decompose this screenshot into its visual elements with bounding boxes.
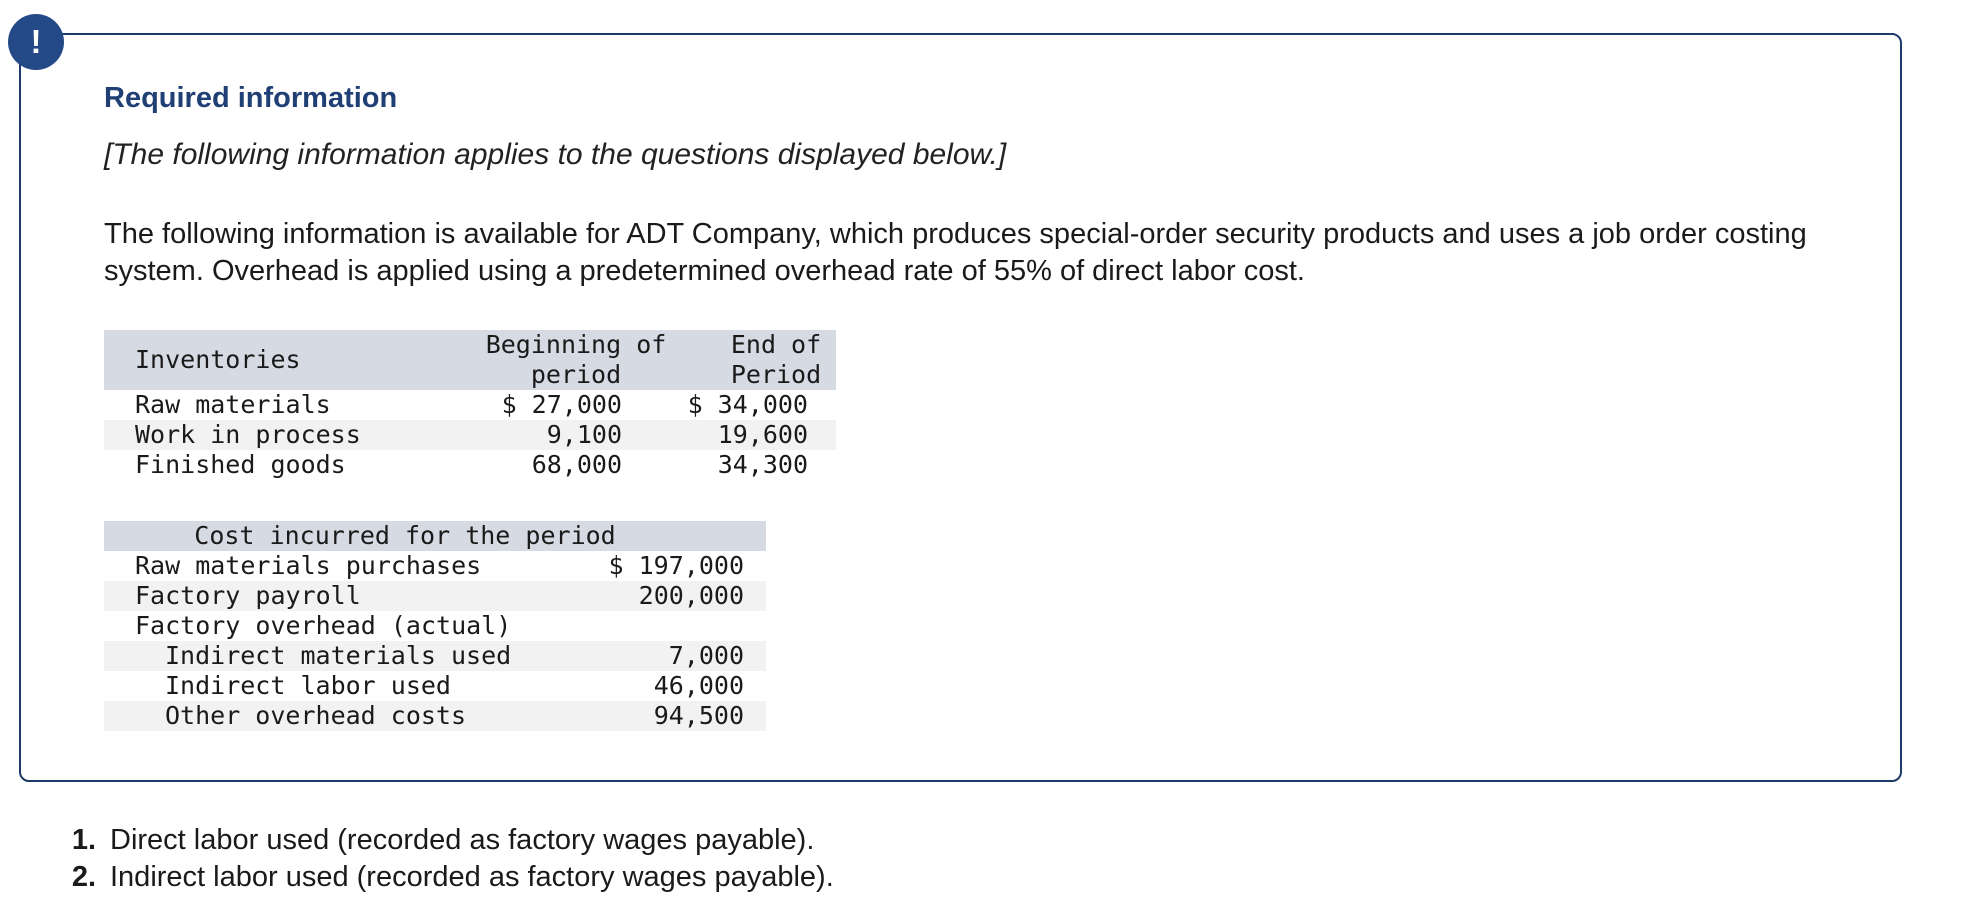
table-row: Factory overhead (actual) xyxy=(104,611,766,641)
table-row: Other overhead costs 94,500 xyxy=(104,701,766,731)
table-row: Raw materials purchases $ 197,000 xyxy=(104,551,766,581)
row-label: Finished goods xyxy=(135,450,346,479)
inventories-header-label: Inventories xyxy=(135,345,301,374)
table-row: Work in process 9,100 19,600 xyxy=(104,420,836,450)
end-header-line1: End of xyxy=(730,330,822,359)
table-row: Factory payroll 200,000 xyxy=(104,581,766,611)
row-label: Factory overhead (actual) xyxy=(135,611,512,640)
cost-value: 46,000 xyxy=(653,671,744,700)
question-text: Indirect labor used (recorded as factory… xyxy=(110,861,834,893)
row-label: Raw materials purchases xyxy=(135,551,482,580)
row-label: Work in process xyxy=(135,420,361,449)
alert-glyph: ! xyxy=(30,23,42,60)
end-value: 34,300 xyxy=(717,450,808,479)
beginning-header-line1: Beginning of xyxy=(485,330,667,359)
table-row: Indirect materials used 7,000 xyxy=(104,641,766,671)
table-row: Indirect labor used 46,000 xyxy=(104,671,766,701)
required-info-box xyxy=(19,33,1902,782)
beginning-header-line2: period xyxy=(530,360,622,389)
row-label: Other overhead costs xyxy=(165,701,467,730)
question-text: Direct labor used (recorded as factory w… xyxy=(110,824,815,856)
list-item: 1. Direct labor used (recorded as factor… xyxy=(52,822,834,859)
row-label: Factory payroll xyxy=(135,581,361,610)
end-header-line2: Period xyxy=(730,360,822,389)
cost-value: 200,000 xyxy=(638,581,744,610)
intro-paragraph: The following information is available f… xyxy=(104,218,1807,287)
alert-icon: ! xyxy=(8,14,64,70)
end-header: End of Period xyxy=(709,330,843,390)
beginning-header: Beginning of period xyxy=(451,330,701,390)
table-row: Finished goods 68,000 34,300 xyxy=(104,450,836,480)
cost-value: $ 197,000 xyxy=(608,551,744,580)
question-number: 1. xyxy=(71,824,96,856)
end-value: 19,600 xyxy=(717,420,808,449)
list-item: 2. Indirect labor used (recorded as fact… xyxy=(52,859,834,896)
costs-header-title: Cost incurred for the period xyxy=(194,521,616,550)
question-number: 2. xyxy=(71,861,96,893)
costs-table: Cost incurred for the period Raw materia… xyxy=(104,521,766,731)
row-label: Indirect materials used xyxy=(165,641,512,670)
cost-value: 7,000 xyxy=(668,641,744,670)
inventories-table: Inventories Beginning of period End of P… xyxy=(104,330,836,480)
beginning-value: 68,000 xyxy=(531,450,622,479)
section-heading: Required information xyxy=(104,82,398,114)
beginning-value: $ 27,000 xyxy=(501,390,622,419)
applies-note: [The following information applies to th… xyxy=(104,138,1007,171)
question-list: 1. Direct labor used (recorded as factor… xyxy=(52,822,834,896)
beginning-value: 9,100 xyxy=(546,420,622,449)
end-value: $ 34,000 xyxy=(687,390,808,419)
table-row: Raw materials $ 27,000 $ 34,000 xyxy=(104,390,836,420)
costs-header-row: Cost incurred for the period xyxy=(104,521,766,551)
row-label: Raw materials xyxy=(135,390,331,419)
inventories-header-row: Inventories Beginning of period End of P… xyxy=(104,330,836,390)
row-label: Indirect labor used xyxy=(165,671,451,700)
cost-value: 94,500 xyxy=(653,701,744,730)
